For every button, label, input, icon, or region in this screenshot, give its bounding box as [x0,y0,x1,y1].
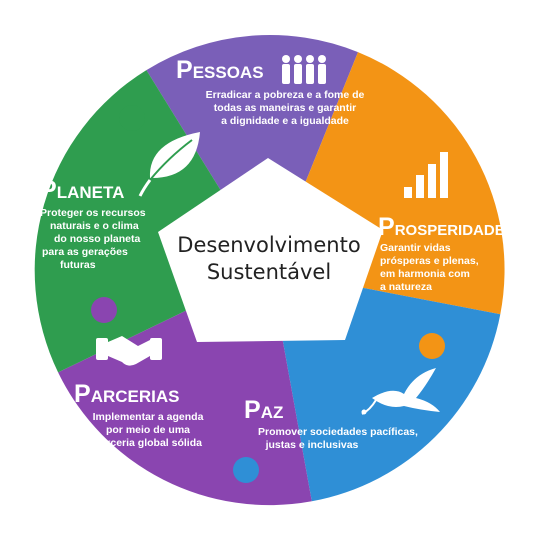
planeta-desc-line5: futuras [60,259,96,271]
prosperidade-desc-line1: Garantir vidas [380,242,451,254]
dove-icon [361,368,440,415]
planeta-desc-line1: Proteger os recursos [40,207,146,219]
puzzle-knob-prosperidade [419,333,445,359]
paz-desc-line2: justas e inclusivas [265,439,359,451]
parcerias-desc-line2: por meio de uma [106,424,190,436]
pessoas-desc-line1: Erradicar a pobreza e a fome de [206,89,365,101]
pessoas-title: PESSOAS [176,56,264,84]
parcerias-title-rest: ARCERIAS [91,387,180,406]
handshake-icon [96,336,162,366]
pessoas-title-rest: ESSOAS [193,63,264,82]
paz-title-initial: P [244,396,261,424]
paz-title: PAZ [244,396,283,424]
paz-desc-line1: Promover sociedades pacíficas, [258,426,418,438]
puzzle-knob-paz [233,457,259,483]
puzzle-knob-planeta [119,105,145,131]
parcerias-desc-line3: parceria global sólida [94,437,202,449]
segment-pessoas [146,34,358,270]
pessoas-title-initial: P [176,56,193,84]
parcerias-title: PARCERIAS [74,380,179,408]
planeta-desc-line4: para as gerações [42,246,128,258]
bar-chart-icon [404,152,448,198]
prosperidade-title: PROSPERIDADE [378,213,505,241]
parcerias-desc-line1: Implementar a agenda [93,411,204,423]
parcerias-title-initial: P [74,380,91,408]
planeta-desc-line2: naturais e o clima [50,220,139,232]
pessoas-desc-line3: a dignidade e a igualdade [221,115,349,127]
planeta-title-rest: LANETA [57,183,125,202]
puzzle-knob-parcerias [91,297,117,323]
prosperidade-title-rest: ROSPERIDADE [395,222,505,239]
planeta-title: PLANETA [40,176,124,204]
center-title-line2: Sustentável [207,260,331,284]
pessoas-desc-line2: todas as maneiras e garantir [214,102,356,114]
leaf-icon [138,132,200,197]
planeta-desc-line3: do nosso planeta [54,233,141,245]
center-title-line1: Desenvolvimento [177,233,360,257]
paz-title-rest: AZ [261,403,284,422]
center-pentagon [158,158,383,342]
prosperidade-desc-line2: prósperas e plenas, [380,255,479,267]
people-icon [282,55,326,84]
prosperidade-title-initial: P [378,213,395,241]
prosperidade-desc-line4: a natureza [380,281,432,293]
planeta-title-initial: P [40,176,57,204]
puzzle-knob-pessoas [305,99,331,125]
prosperidade-desc-line3: em harmonia com [380,268,470,280]
